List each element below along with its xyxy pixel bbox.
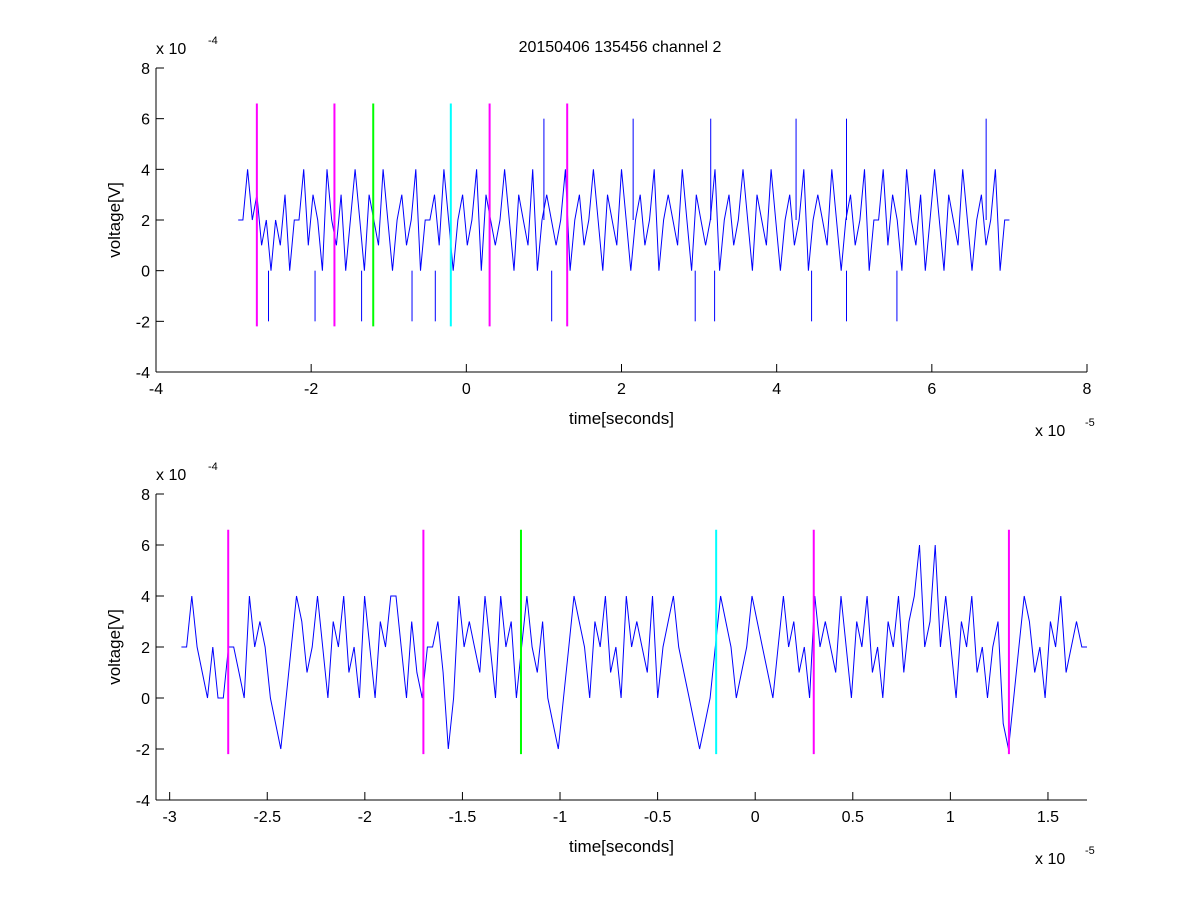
x-tick-label: 0.5: [842, 809, 864, 826]
y-tick-label: 6: [141, 538, 150, 555]
bottom-axes: -3 -2.5 -2 -1.5 -1 -0.5 0 0.5 1 1.5 -4 -2 0 2 4 6 8 time[…: [105, 461, 1095, 868]
x-tick-label: -3: [163, 809, 177, 826]
x-tick-label: 0: [751, 809, 760, 826]
x-multiplier: x 10: [1035, 423, 1065, 440]
y-tick-label: 2: [141, 640, 150, 657]
x-multiplier-exponent: -5: [1085, 417, 1095, 429]
x-tick-label: -1: [553, 809, 567, 826]
y-tick-label: 6: [141, 112, 150, 129]
y-tick-label: -2: [136, 314, 150, 331]
y-tick-label: 4: [141, 162, 150, 179]
y-tick-label: 0: [141, 264, 150, 281]
x-axis-label: time[seconds]: [569, 837, 674, 856]
y-tick-label: 2: [141, 213, 150, 230]
x-tick-label: -4: [149, 381, 163, 398]
y-multiplier-exponent: -4: [208, 35, 218, 47]
y-tick-label: -4: [136, 793, 150, 810]
x-tick-label: -0.5: [644, 809, 672, 826]
figure-title: 20150406 135456 channel 2: [519, 39, 722, 56]
y-tick-label: -2: [136, 742, 150, 759]
y-tick-label: 8: [141, 487, 150, 504]
x-tick-label: 8: [1083, 381, 1092, 398]
y-multiplier: x 10: [156, 41, 186, 58]
signal-trace: [181, 544, 1087, 750]
y-multiplier-exponent: -4: [208, 461, 218, 473]
y-axis-label: voltage[V]: [105, 182, 124, 258]
x-tick-label: 0: [462, 381, 471, 398]
y-tick-label: 0: [141, 691, 150, 708]
top-axes: -4 -2 0 2 4 6 8 -4 -2 0 2 4 6 8 time[seconds] voltage[V…: [105, 35, 1095, 440]
y-tick-label: 4: [141, 589, 150, 606]
x-multiplier: x 10: [1035, 851, 1065, 868]
x-tick-label: 4: [772, 381, 781, 398]
x-tick-label: 2: [617, 381, 626, 398]
x-tick-label: 6: [927, 381, 936, 398]
x-tick-label: -2: [358, 809, 372, 826]
signal-trace: [238, 169, 1010, 271]
y-axis-label: voltage[V]: [105, 609, 124, 685]
x-multiplier-exponent: -5: [1085, 845, 1095, 857]
y-tick-label: -4: [136, 365, 150, 382]
y-multiplier: x 10: [156, 467, 186, 484]
x-axis-label: time[seconds]: [569, 409, 674, 428]
x-tick-label: -2: [304, 381, 318, 398]
x-tick-label: -1.5: [449, 809, 477, 826]
x-tick-label: 1: [946, 809, 955, 826]
x-tick-label: -2.5: [253, 809, 281, 826]
x-tick-label: 1.5: [1037, 809, 1059, 826]
y-tick-label: 8: [141, 61, 150, 78]
